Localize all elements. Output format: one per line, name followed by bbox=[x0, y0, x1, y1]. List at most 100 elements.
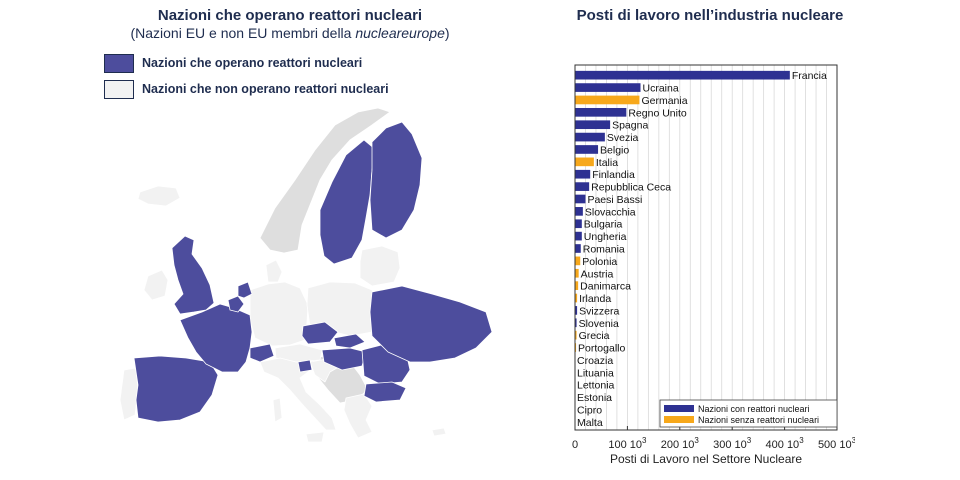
bar-regno-unito bbox=[575, 107, 627, 117]
bar-bulgaria bbox=[575, 219, 582, 229]
bar-label: Svezia bbox=[607, 132, 639, 144]
bar-label: Bulgaria bbox=[584, 219, 623, 231]
map-legend-item-with: Nazioni che operano reattori nucleari bbox=[104, 52, 444, 74]
bar-label: Irlanda bbox=[579, 293, 611, 305]
x-tick-label: 400 103 bbox=[766, 436, 805, 451]
bar-label: Grecia bbox=[579, 330, 610, 342]
bar-label: Slovenia bbox=[579, 318, 619, 330]
bar-italia bbox=[575, 157, 594, 167]
bar-label: Ucraina bbox=[643, 83, 679, 95]
map-country-other-norway bbox=[259, 107, 391, 254]
map-country-portugal bbox=[119, 367, 139, 421]
chart-legend-label: Nazioni con reattori nucleari bbox=[698, 404, 810, 414]
bar-slovenia bbox=[575, 318, 577, 328]
map-legend-label-without: Nazioni che non operano reattori nuclear… bbox=[142, 82, 389, 96]
map-country-sardinia bbox=[272, 397, 283, 423]
bar-label: Malta bbox=[577, 417, 603, 429]
x-tick-label: 500 103 bbox=[818, 436, 855, 451]
map-legend-swatch-without bbox=[104, 79, 134, 99]
map-country-denmark bbox=[265, 259, 283, 283]
bar-label: Repubblica Ceca bbox=[591, 182, 671, 194]
map-legend-item-without: Nazioni che non operano reattori nuclear… bbox=[104, 78, 444, 100]
bar-label: Svizzera bbox=[579, 305, 619, 317]
bar-label: Polonia bbox=[582, 256, 617, 268]
bar-label: Estonia bbox=[577, 392, 612, 404]
x-axis-label: Posti di Lavoro nel Settore Nucleare bbox=[610, 452, 802, 466]
bar-paesi-bassi bbox=[575, 194, 586, 204]
bar-svizzera bbox=[575, 306, 578, 315]
bar-label: Slovacchia bbox=[585, 206, 636, 218]
map-country-baltics bbox=[359, 245, 401, 287]
bar-label: Portogallo bbox=[578, 343, 625, 355]
bar-label: Austria bbox=[581, 268, 614, 280]
map-legend: Nazioni che operano reattori nucleari Na… bbox=[104, 52, 444, 104]
bar-belgio bbox=[575, 145, 599, 154]
bar-label: Danimarca bbox=[580, 281, 631, 293]
x-tick-label: 0 bbox=[572, 439, 578, 451]
chart-title: Posti di lavoro nell’industria nucleare bbox=[576, 7, 844, 24]
chart-legend-swatch bbox=[664, 405, 694, 412]
europe-map bbox=[119, 107, 493, 443]
bar-spagna bbox=[575, 120, 611, 130]
map-country-greece bbox=[343, 393, 373, 439]
bar-francia bbox=[575, 70, 790, 80]
map-country-cyprus bbox=[431, 427, 447, 437]
map-title: Nazioni che operano reattori nucleari bbox=[157, 7, 423, 24]
map-legend-label-with: Nazioni che operano reattori nucleari bbox=[142, 56, 363, 70]
bar-label: Belgio bbox=[600, 144, 629, 156]
map-country-slovenia bbox=[297, 359, 313, 373]
map-country-bulgaria bbox=[363, 381, 407, 403]
bar-label: Germania bbox=[641, 95, 687, 107]
map-country-finland bbox=[369, 121, 423, 239]
bar-label: Italia bbox=[596, 157, 618, 169]
map-country-switzerland bbox=[249, 343, 275, 363]
bar-grecia bbox=[575, 330, 577, 340]
x-tick-label: 100 103 bbox=[608, 436, 647, 451]
bar-label: Lettonia bbox=[577, 380, 615, 392]
map-country-czechia bbox=[301, 321, 339, 345]
bar-germania bbox=[575, 95, 640, 105]
bar-label: Cipro bbox=[577, 404, 602, 416]
map-country-ukraine bbox=[369, 285, 493, 363]
bar-danimarca bbox=[575, 281, 579, 290]
bar-label: Croazia bbox=[577, 355, 613, 367]
bar-portogallo bbox=[575, 343, 577, 352]
map-country-sicily bbox=[305, 431, 325, 443]
bar-label: Francia bbox=[792, 70, 827, 82]
map-country-uk bbox=[171, 235, 215, 315]
bar-label: Finlandia bbox=[592, 169, 635, 181]
map-country-hungary bbox=[321, 347, 367, 371]
bar-label: Lituania bbox=[577, 367, 614, 379]
bar-polonia bbox=[575, 256, 581, 266]
bar-label: Romania bbox=[583, 244, 625, 256]
chart-legend-label: Nazioni senza reattori nucleari bbox=[698, 415, 819, 425]
map-subtitle-suffix: ) bbox=[444, 25, 450, 41]
bar-svezia bbox=[575, 132, 605, 142]
map-subtitle-prefix: (Nazioni EU e non EU membri della bbox=[130, 25, 356, 41]
bar-austria bbox=[575, 268, 579, 278]
chart-frame bbox=[574, 64, 838, 431]
map-subtitle-emphasis: nucleareurope bbox=[355, 25, 445, 41]
map-country-belgium bbox=[227, 295, 245, 313]
map-country-slovakia bbox=[333, 333, 366, 349]
chart-x-axis: 0 100 103 200 103 300 103 400 103 500 103 Post… bbox=[572, 64, 855, 466]
map-legend-swatch-with bbox=[104, 53, 134, 73]
bar-irlanda bbox=[575, 293, 578, 303]
bar-label: Regno Unito bbox=[628, 107, 687, 119]
bar-ungheria bbox=[575, 231, 582, 241]
map-subtitle: (Nazioni EU e non EU membri della nuclea… bbox=[90, 25, 490, 41]
x-tick-label: 300 103 bbox=[713, 436, 752, 451]
chart-bars bbox=[575, 70, 790, 352]
map-country-ireland bbox=[143, 269, 169, 301]
map-country-spain bbox=[133, 355, 219, 423]
bar-repubblica-ceca bbox=[575, 182, 590, 191]
bar-slovacchia bbox=[575, 207, 583, 216]
x-tick-label: 200 103 bbox=[661, 436, 700, 451]
bar-ucraina bbox=[575, 83, 641, 92]
map-country-sweden bbox=[319, 139, 377, 265]
map-country-france bbox=[179, 303, 253, 373]
map-country-netherlands bbox=[237, 281, 253, 299]
map-country-germany bbox=[249, 281, 309, 347]
